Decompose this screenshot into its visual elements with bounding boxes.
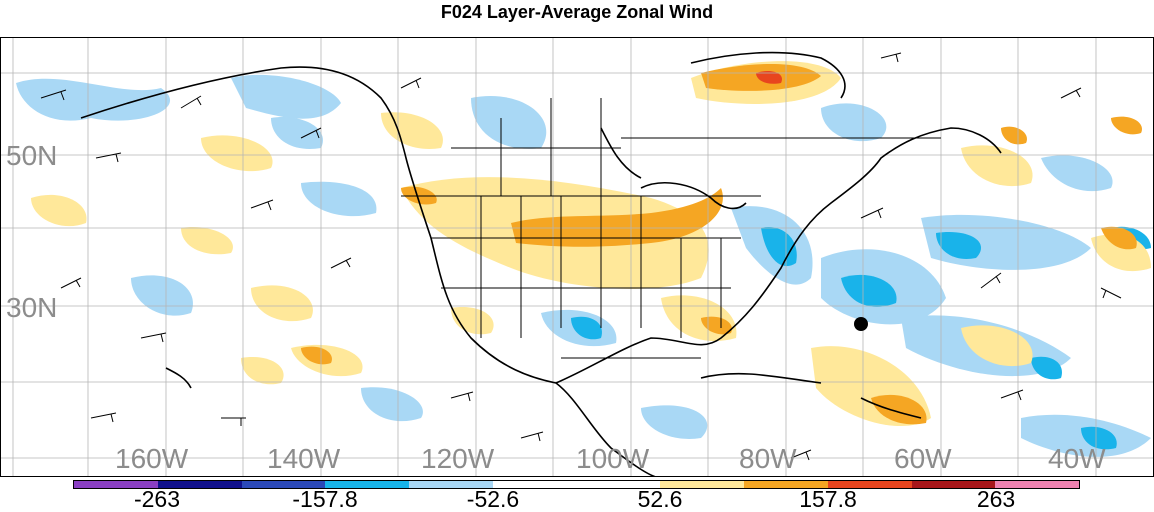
lon-label-100w: 100W (576, 443, 650, 474)
lon-label-80w: 80W (739, 443, 797, 474)
colorbar-segment (74, 481, 158, 488)
lon-label-160w: 160W (115, 443, 189, 474)
colorbar-label: 52.6 (637, 486, 683, 512)
map-canvas (1, 38, 1153, 476)
state-boundaries (401, 98, 941, 359)
lon-label-140w: 140W (267, 443, 341, 474)
lat-label-50n: 50N (6, 140, 58, 171)
map-title: F024 Layer-Average Zonal Wind (440, 2, 714, 22)
colorbar-segment (911, 481, 996, 488)
lon-label-120w: 120W (421, 443, 495, 474)
colorbar-label: -52.6 (466, 486, 520, 512)
location-marker-dot (854, 317, 868, 331)
colorbar-segment (409, 481, 493, 488)
colorbar-segment (241, 481, 326, 488)
colorbar (73, 480, 1080, 489)
max-positive-wind-shading (756, 71, 782, 84)
map-panel: 50N 30N 160W 140W 120W 100W 80W 60W 40W (0, 37, 1154, 477)
lon-label-60w: 60W (894, 443, 952, 474)
colorbar-label: -263 (133, 486, 181, 512)
colorbar-segment (660, 481, 744, 488)
coastlines (80, 51, 1002, 476)
colorbar-label: -157.8 (292, 486, 358, 512)
colorbar-label: 157.8 (799, 486, 857, 512)
lon-label-40w: 40W (1048, 443, 1106, 474)
colorbar-segment (827, 481, 912, 488)
colorbar-segment (995, 481, 1079, 488)
lat-label-30n: 30N (6, 292, 58, 323)
colorbar-segment (157, 481, 242, 488)
colorbar-segment (576, 481, 661, 488)
colorbar-segment (492, 481, 577, 488)
colorbar-segment (325, 481, 409, 488)
colorbar-segment (744, 481, 828, 488)
colorbar-label: 263 (976, 486, 1016, 512)
wind-barbs (40, 52, 1122, 461)
